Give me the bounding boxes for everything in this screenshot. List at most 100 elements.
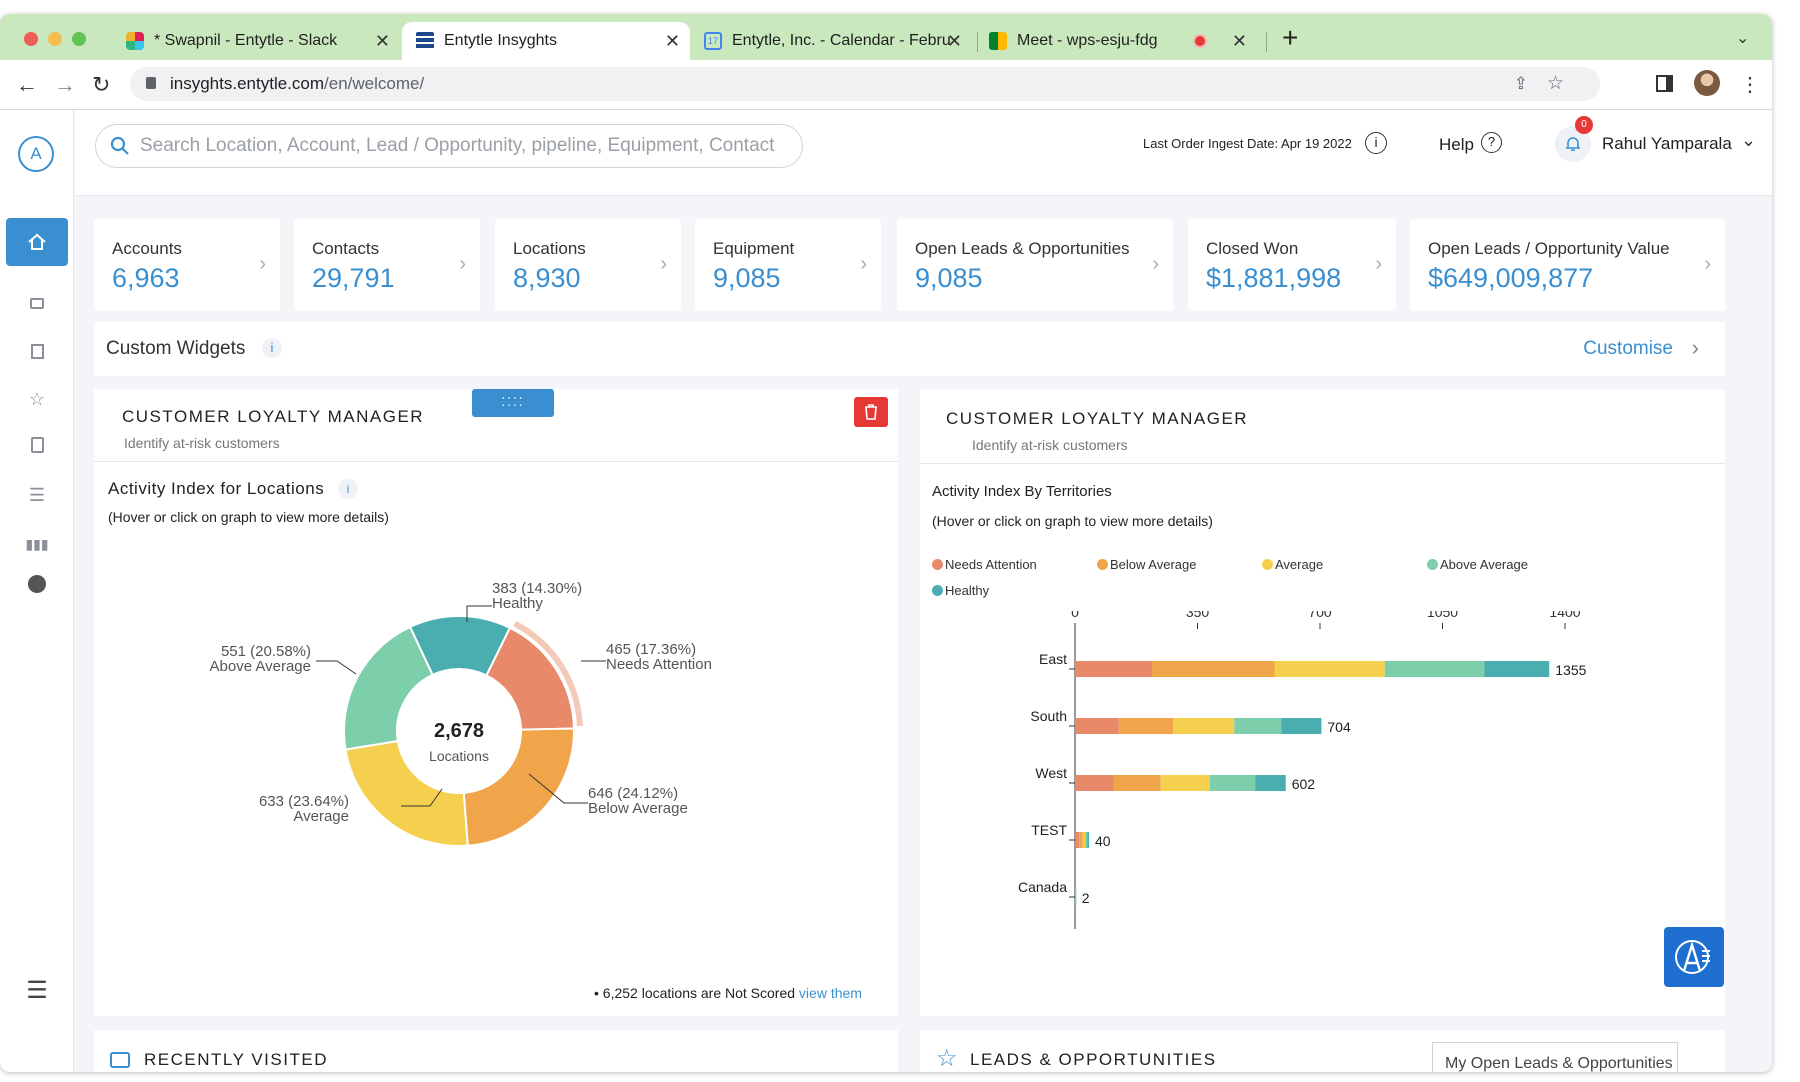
stacked-bar-chart[interactable]: 0 350 700 1050 1400 East 1355 South 704 West 602 TE… [920, 611, 1725, 971]
stat-card-open-leads[interactable]: Open Leads & Opportunities 9,085 › [897, 219, 1173, 311]
stat-card-accounts[interactable]: Accounts 6,963 › [94, 219, 280, 311]
sidebar-panel-icon[interactable] [1656, 75, 1673, 92]
sidebar-item-contacts[interactable] [24, 434, 50, 460]
bar-segment-test-needs-attention[interactable] [1075, 832, 1080, 848]
donut-label-value: 646 (24.12%) [588, 785, 678, 802]
bar-segment-canada-above-average[interactable] [1075, 889, 1077, 905]
close-tab-icon[interactable]: ✕ [946, 30, 962, 51]
slack-icon [126, 32, 144, 50]
donut-slice-average[interactable] [344, 739, 469, 847]
donut-slice-above-average[interactable] [343, 625, 434, 751]
sidebar-item-reports[interactable]: ▮▮▮ [24, 530, 50, 556]
bookmark-star-icon[interactable]: ☆ [1546, 73, 1564, 94]
stat-card-equipment[interactable]: Equipment 9,085 › [695, 219, 881, 311]
assistant-launcher-button[interactable] [1664, 927, 1724, 987]
bar-segment-south-needs-attention[interactable] [1075, 718, 1119, 734]
tab-calendar[interactable]: 17 Entytle, Inc. - Calendar - Febru ✕ [700, 22, 972, 60]
stat-card-locations[interactable]: Locations 8,930 › [495, 219, 681, 311]
bar-segment-east-needs-attention[interactable] [1075, 661, 1152, 677]
share-icon[interactable]: ⇪ [1513, 74, 1528, 93]
app-logo[interactable]: A [18, 136, 54, 172]
bar-segment-west-average[interactable] [1160, 775, 1210, 791]
sidebar-item-locations[interactable] [24, 340, 50, 366]
bullet-icon: • [594, 985, 599, 1001]
bar-segment-east-healthy[interactable] [1484, 661, 1550, 677]
notifications-button[interactable]: 0 [1555, 116, 1593, 162]
delete-widget-button[interactable] [854, 397, 888, 427]
maximize-window-button[interactable] [72, 32, 86, 46]
user-name[interactable]: Rahul Yamparala [1602, 134, 1732, 153]
donut-leader-line [401, 788, 443, 807]
y-category-label: West [1035, 765, 1067, 781]
not-scored-text: 6,252 locations are Not Scored [602, 985, 796, 1001]
bar-segment-test-average[interactable] [1082, 832, 1086, 848]
bar-segment-test-below-average[interactable] [1079, 832, 1083, 848]
bar-segment-south-above-average[interactable] [1234, 718, 1282, 734]
notification-badge: 0 [1575, 116, 1593, 134]
user-menu-chevron-icon[interactable]: ⌄ [1741, 130, 1757, 150]
minimize-window-button[interactable] [48, 32, 62, 46]
info-icon[interactable]: i [338, 479, 358, 499]
sidebar-item-list[interactable]: ☰ [24, 482, 50, 508]
close-tab-icon[interactable]: ✕ [1231, 30, 1247, 51]
help-icon[interactable]: ? [1481, 132, 1502, 153]
new-tab-button[interactable]: + [1282, 22, 1299, 53]
info-icon[interactable]: i [262, 338, 282, 358]
close-tab-icon[interactable]: ✕ [374, 30, 390, 51]
legend-dot [932, 585, 943, 596]
bar-segment-south-healthy[interactable] [1281, 718, 1322, 734]
sidebar-item-favorites[interactable]: ☆ [24, 386, 50, 412]
tab-insyghts[interactable]: Entytle Insyghts ✕ [402, 22, 690, 60]
donut-slice-below-average[interactable] [462, 727, 575, 847]
global-search-input[interactable]: Search Location, Account, Lead / Opportu… [95, 124, 803, 168]
bar-segment-east-below-average[interactable] [1152, 661, 1275, 677]
stat-card-contacts[interactable]: Contacts 29,791 › [294, 219, 480, 311]
legend-item-above-average[interactable]: Above Average [1427, 557, 1528, 572]
legend-item-needs-attention[interactable]: Needs Attention [932, 557, 1037, 572]
bar-segment-west-below-average[interactable] [1113, 775, 1161, 791]
sidebar-stack-menu[interactable]: ☰ [24, 978, 50, 1004]
url-field[interactable]: insyghts.entytle.com/en/welcome/ ⇪ ☆ [130, 67, 1600, 101]
leads-filter-select[interactable]: My Open Leads & Opportunities [1432, 1042, 1678, 1072]
chevron-right-icon: › [1704, 253, 1711, 275]
bar-total-label: 2 [1082, 890, 1090, 906]
stat-card-opportunity-value[interactable]: Open Leads / Opportunity Value $649,009,8… [1410, 219, 1725, 311]
profile-avatar[interactable] [1694, 70, 1720, 96]
bar-segment-south-average[interactable] [1173, 718, 1235, 734]
legend-label: Average [1275, 557, 1324, 572]
legend-item-average[interactable]: Average [1262, 557, 1323, 572]
bar-segment-west-above-average[interactable] [1209, 775, 1256, 791]
tab-search-chevron-icon[interactable]: ⌄ [1736, 30, 1750, 47]
legend-item-below-average[interactable]: Below Average [1097, 557, 1197, 572]
x-tick-label: 1400 [1549, 611, 1580, 620]
bar-segment-test-healthy[interactable] [1087, 832, 1089, 848]
close-tab-icon[interactable]: ✕ [664, 30, 680, 51]
back-icon[interactable]: ← [16, 72, 38, 97]
browser-menu-icon[interactable]: ⋮ [1740, 74, 1760, 96]
donut-chart[interactable]: 383 (14.30%)Healthy 465 (17.36%)Needs Att… [94, 509, 898, 969]
view-them-link[interactable]: view them [798, 985, 862, 1001]
bar-segment-west-healthy[interactable] [1255, 775, 1286, 791]
bar-segment-east-above-average[interactable] [1384, 661, 1485, 677]
help-link[interactable]: Help [1439, 135, 1474, 154]
search-placeholder: Search Location, Account, Lead / Opportu… [140, 135, 775, 156]
tab-slack[interactable]: * Swapnil - Entytle - Slack ✕ [110, 22, 400, 60]
bar-segment-south-below-average[interactable] [1118, 718, 1173, 734]
forward-icon[interactable]: → [54, 72, 76, 97]
customise-link[interactable]: Customise [1583, 338, 1673, 359]
reload-icon[interactable]: ↻ [92, 72, 111, 97]
sidebar-item-home[interactable] [6, 218, 68, 266]
close-window-button[interactable] [24, 32, 38, 46]
legend-item-healthy[interactable]: Healthy [932, 583, 989, 598]
bar-segment-test-above-average[interactable] [1085, 832, 1088, 848]
drag-handle[interactable]: ⁚⁚⁚⁚ [472, 389, 554, 417]
stat-card-closed-won[interactable]: Closed Won $1,881,998 › [1188, 219, 1396, 311]
info-icon[interactable]: i [1365, 132, 1387, 154]
tab-meet[interactable]: Meet - wps-esju-fdg ✕ [985, 22, 1257, 60]
bar-segment-west-needs-attention[interactable] [1075, 775, 1114, 791]
stat-label: Closed Won [1206, 239, 1299, 258]
sidebar-item-accounts[interactable] [24, 290, 50, 316]
bar-segment-east-average[interactable] [1274, 661, 1385, 677]
chevron-right-icon[interactable]: › [1691, 335, 1699, 360]
sidebar-item-dot[interactable] [24, 574, 50, 600]
